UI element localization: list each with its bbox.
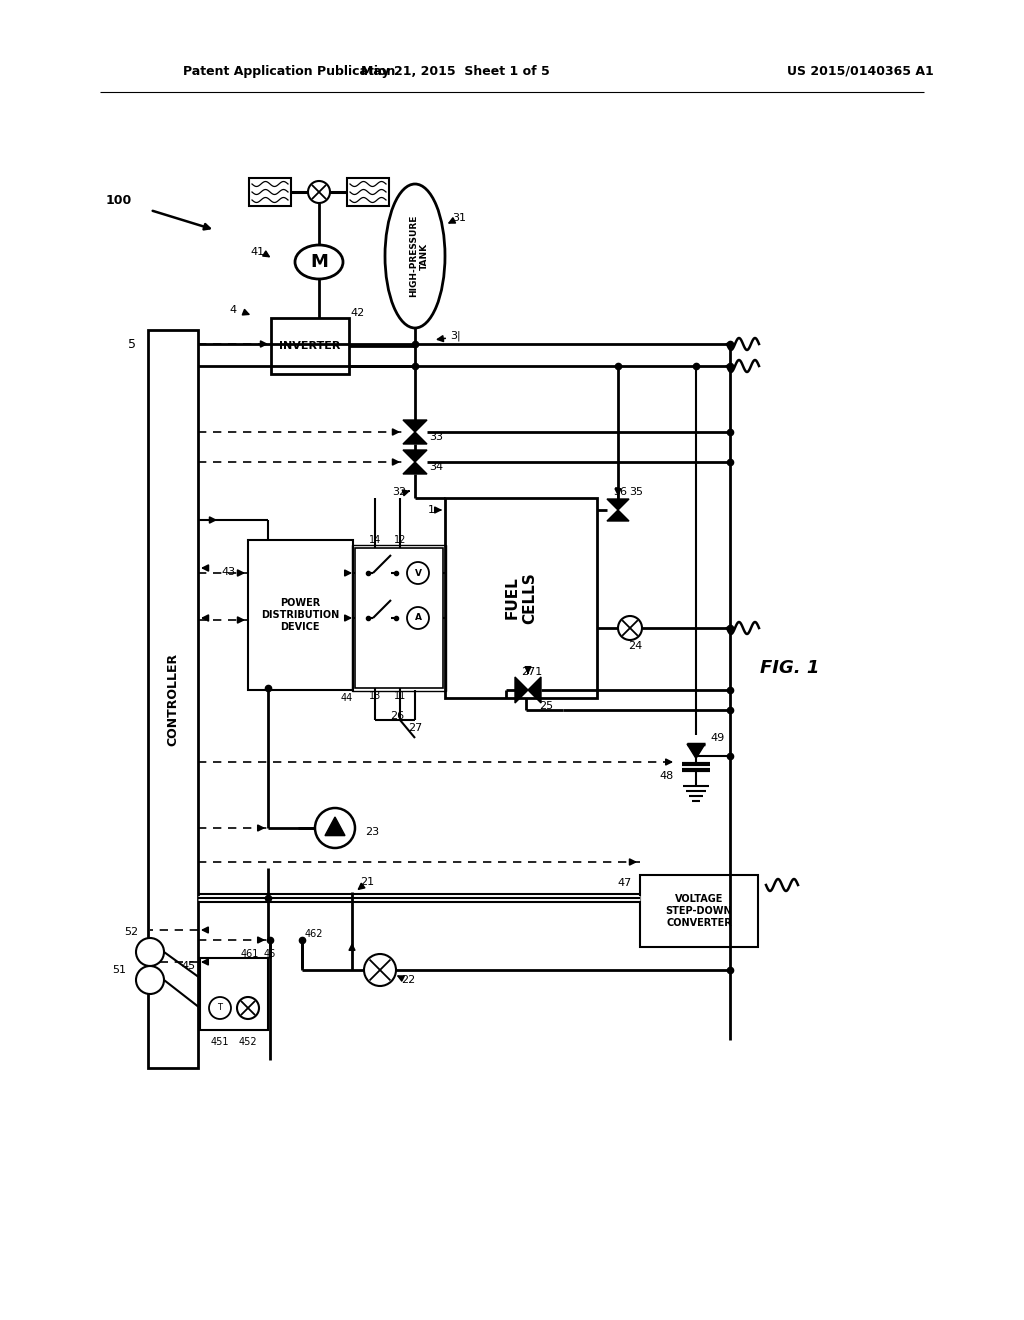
Text: 452: 452 (239, 1038, 257, 1047)
Text: 32: 32 (392, 487, 406, 498)
Circle shape (237, 997, 259, 1019)
Text: 36: 36 (613, 487, 627, 498)
Text: 42: 42 (351, 308, 366, 318)
Text: CONTROLLER: CONTROLLER (167, 652, 179, 746)
Polygon shape (403, 432, 427, 444)
Bar (347, 178, 389, 206)
Circle shape (136, 939, 164, 966)
Polygon shape (403, 462, 427, 474)
Circle shape (364, 954, 396, 986)
Text: 48: 48 (659, 771, 674, 781)
Text: INVERTER: INVERTER (280, 341, 341, 351)
Circle shape (315, 808, 355, 847)
Text: May 21, 2015  Sheet 1 of 5: May 21, 2015 Sheet 1 of 5 (360, 65, 549, 78)
Text: US 2015/0140365 A1: US 2015/0140365 A1 (786, 65, 933, 78)
Polygon shape (325, 817, 345, 836)
Text: 44: 44 (341, 693, 353, 704)
Bar (148, 330, 198, 1068)
Text: 14: 14 (369, 535, 381, 545)
Text: 41: 41 (251, 247, 265, 257)
Polygon shape (607, 510, 629, 521)
Text: 24: 24 (628, 642, 642, 651)
Text: 21: 21 (360, 876, 374, 887)
Text: A: A (415, 614, 422, 623)
Text: 4: 4 (229, 305, 237, 315)
Text: Patent Application Publication: Patent Application Publication (183, 65, 395, 78)
Circle shape (136, 966, 164, 994)
Text: 22: 22 (400, 975, 415, 985)
Text: 1: 1 (428, 506, 435, 515)
Ellipse shape (385, 183, 445, 327)
Text: 31: 31 (452, 213, 466, 223)
Text: 26: 26 (390, 711, 404, 721)
Polygon shape (607, 499, 629, 510)
Circle shape (308, 181, 330, 203)
Text: FUEL
CELLS: FUEL CELLS (505, 572, 538, 624)
Circle shape (407, 607, 429, 630)
Text: 33: 33 (429, 432, 443, 442)
Text: 5: 5 (128, 338, 136, 351)
Polygon shape (403, 420, 427, 432)
Bar (249, 178, 291, 206)
Text: HIGH-PRESSURE
TANK: HIGH-PRESSURE TANK (410, 215, 429, 297)
Text: 100: 100 (105, 194, 132, 206)
Text: 49: 49 (711, 733, 725, 743)
Bar (271, 318, 349, 374)
Circle shape (407, 562, 429, 583)
Bar (248, 540, 353, 690)
Text: 13: 13 (369, 690, 381, 701)
Text: 35: 35 (629, 487, 643, 498)
Text: 271: 271 (521, 667, 543, 677)
Text: 45: 45 (182, 961, 196, 972)
Text: V: V (415, 569, 422, 578)
Bar (445, 498, 597, 698)
Text: 23: 23 (365, 828, 379, 837)
Text: 51: 51 (112, 965, 126, 975)
Text: M: M (310, 253, 328, 271)
Polygon shape (403, 450, 427, 462)
Circle shape (618, 616, 642, 640)
Circle shape (209, 997, 231, 1019)
Text: 43: 43 (222, 568, 236, 577)
Text: 52: 52 (124, 927, 138, 937)
Text: 47: 47 (617, 878, 632, 888)
Bar (200, 958, 268, 1030)
Text: 27: 27 (408, 723, 422, 733)
Bar (355, 548, 443, 688)
Text: 25: 25 (539, 701, 553, 711)
Text: 46: 46 (264, 949, 276, 960)
Text: FIG. 1: FIG. 1 (760, 659, 819, 677)
Text: T: T (217, 1003, 222, 1012)
Polygon shape (687, 744, 705, 759)
Text: 12: 12 (394, 535, 407, 545)
Text: 11: 11 (394, 690, 407, 701)
Text: 451: 451 (211, 1038, 229, 1047)
Polygon shape (528, 677, 541, 704)
Polygon shape (515, 677, 528, 704)
Text: 461: 461 (241, 949, 259, 960)
Text: 462: 462 (305, 929, 324, 939)
Text: POWER
DISTRIBUTION
DEVICE: POWER DISTRIBUTION DEVICE (261, 598, 339, 631)
Bar (640, 875, 758, 946)
Text: 3|: 3| (450, 331, 461, 342)
Text: VOLTAGE
STEP-DOWN
CONVERTER: VOLTAGE STEP-DOWN CONVERTER (666, 895, 732, 928)
Text: 34: 34 (429, 462, 443, 473)
Bar (352, 545, 446, 690)
Ellipse shape (295, 246, 343, 279)
